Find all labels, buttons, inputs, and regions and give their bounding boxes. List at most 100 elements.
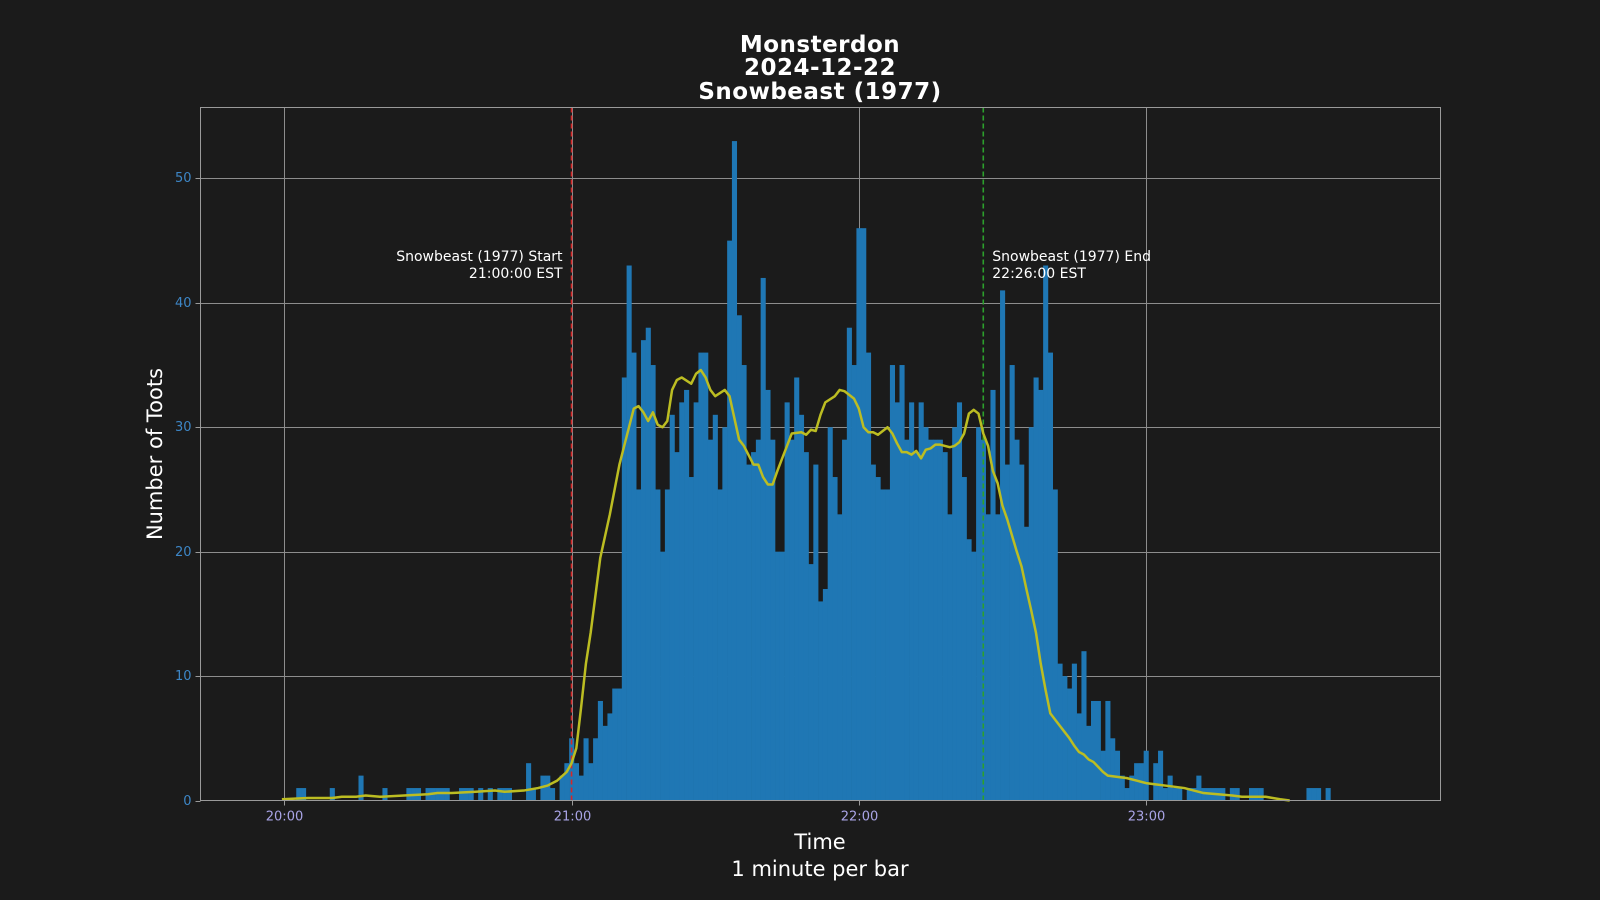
bar <box>956 402 963 801</box>
bar <box>1038 389 1044 801</box>
bar <box>856 228 862 801</box>
bar <box>1316 788 1322 801</box>
bar <box>789 439 795 801</box>
bar <box>612 688 618 801</box>
bar <box>588 763 594 801</box>
bar <box>909 402 915 801</box>
bar <box>818 601 824 801</box>
end-annotation-time: 22:26:00 EST <box>992 266 1086 282</box>
bar <box>1143 750 1149 801</box>
bar <box>573 763 580 801</box>
bar <box>937 439 943 801</box>
bar <box>497 788 503 801</box>
bar <box>564 763 570 801</box>
chart-title: Monsterdon 2024-12-22 Snowbeast (1977) <box>698 32 941 105</box>
x-axis-ticks: 20:00 21:00 22:00 23:00 <box>266 800 1165 825</box>
bar <box>803 452 809 801</box>
bar <box>1311 788 1317 801</box>
bar <box>636 489 642 801</box>
bar <box>889 365 896 801</box>
bar <box>1095 700 1101 801</box>
bar <box>794 377 800 801</box>
bar <box>468 788 474 801</box>
bar <box>885 489 891 801</box>
bar <box>674 452 680 801</box>
bar <box>1067 688 1073 801</box>
bar <box>842 439 848 801</box>
bar <box>712 414 718 801</box>
bar <box>1306 788 1312 801</box>
y-tick-label: 30 <box>175 420 192 435</box>
moving-average-line <box>281 368 1290 802</box>
bar <box>765 389 771 801</box>
bar <box>707 439 714 801</box>
bar <box>1325 788 1331 801</box>
bar <box>865 352 872 801</box>
bar <box>650 365 656 801</box>
bar <box>621 377 627 801</box>
bar <box>1009 365 1015 801</box>
bar <box>1043 265 1049 801</box>
x-tick-label: 21:00 <box>554 810 591 825</box>
bar <box>779 551 785 801</box>
plot-frame <box>200 107 1441 801</box>
bar <box>727 240 733 801</box>
bar <box>1081 651 1087 801</box>
bar <box>597 700 603 801</box>
bar <box>947 514 953 801</box>
bar <box>1191 788 1197 801</box>
bar <box>1086 725 1092 801</box>
bar <box>837 514 843 801</box>
bar <box>1110 738 1116 801</box>
bar <box>530 788 536 801</box>
bar <box>952 427 958 801</box>
bar <box>329 788 335 801</box>
bar <box>358 775 364 801</box>
bar <box>846 327 852 801</box>
bar <box>1033 377 1039 801</box>
bar <box>1105 700 1111 801</box>
x-axis-sublabel: 1 minute per bar <box>731 857 909 881</box>
bar <box>1153 763 1159 801</box>
bar <box>602 725 608 801</box>
bar <box>822 588 828 801</box>
bar <box>506 788 512 801</box>
grid <box>200 107 1441 801</box>
bar <box>1119 775 1125 801</box>
bar <box>966 539 972 801</box>
bar <box>1129 775 1135 801</box>
x-axis-label: Time <box>793 830 845 854</box>
bar <box>1253 788 1259 801</box>
x-tick-label: 20:00 <box>266 810 303 825</box>
bar <box>971 551 977 801</box>
bar <box>717 489 723 801</box>
bar <box>995 514 1001 801</box>
bar <box>660 551 666 801</box>
bar <box>746 464 752 801</box>
bar <box>741 365 747 801</box>
start-annotation-time: 21:00:00 EST <box>469 266 563 282</box>
bar <box>703 352 709 801</box>
bar <box>985 514 991 801</box>
bar <box>1234 788 1240 801</box>
bar <box>1000 290 1006 801</box>
bar <box>1158 750 1164 801</box>
bars <box>296 141 1331 801</box>
bar <box>1114 750 1121 801</box>
bar <box>961 477 967 801</box>
bar <box>775 551 781 801</box>
bar <box>933 439 939 801</box>
bar <box>669 414 675 801</box>
bar <box>851 365 857 801</box>
bar <box>631 352 637 801</box>
bar <box>645 327 651 801</box>
y-axis-ticks: 0 10 20 30 40 50 <box>175 171 201 809</box>
bar <box>1186 788 1192 801</box>
bar <box>1062 676 1068 801</box>
bar <box>502 788 508 801</box>
bar <box>578 775 584 801</box>
bar <box>1091 700 1097 801</box>
bar <box>870 464 876 801</box>
bar <box>478 788 484 801</box>
bar <box>813 464 819 801</box>
